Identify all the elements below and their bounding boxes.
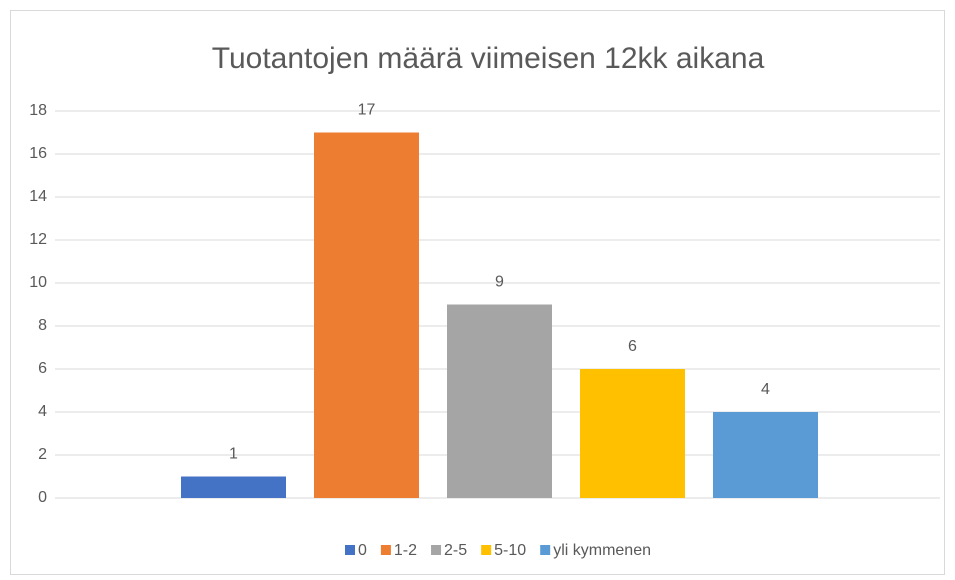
legend-label: yli kymmenen <box>553 542 651 559</box>
legend-label: 1-2 <box>394 542 417 559</box>
legend-swatch <box>431 545 442 555</box>
bar <box>713 412 818 498</box>
y-tick-label: 14 <box>29 188 47 205</box>
data-label: 17 <box>358 102 376 119</box>
y-tick-label: 12 <box>29 231 47 248</box>
bar <box>181 476 286 498</box>
legend-swatch <box>540 545 551 555</box>
legend-label: 5-10 <box>494 542 526 559</box>
y-tick-label: 18 <box>29 102 47 119</box>
chart-title: Tuotantojen määrä viimeisen 12kk aikana <box>212 42 765 75</box>
legend-label: 0 <box>358 542 367 559</box>
y-tick-label: 2 <box>38 446 47 463</box>
y-tick-label: 16 <box>29 145 47 162</box>
legend-label: 2-5 <box>444 542 467 559</box>
legend: 0 1-2 2-5 5-10 yli kymmenen <box>345 542 651 559</box>
y-tick-label: 8 <box>38 317 47 334</box>
data-label: 4 <box>761 381 770 398</box>
y-tick-label: 0 <box>38 489 47 506</box>
data-label: 9 <box>495 274 504 291</box>
y-tick-label: 6 <box>38 360 47 377</box>
y-tick-label: 10 <box>29 274 47 291</box>
bar <box>580 369 685 498</box>
legend-swatch <box>481 545 492 555</box>
data-label: 1 <box>229 446 238 463</box>
legend-swatch <box>380 545 391 555</box>
bar <box>447 304 552 498</box>
bar <box>314 132 419 498</box>
y-tick-label: 4 <box>38 403 47 420</box>
data-label: 6 <box>628 338 637 355</box>
legend-swatch <box>345 545 355 555</box>
